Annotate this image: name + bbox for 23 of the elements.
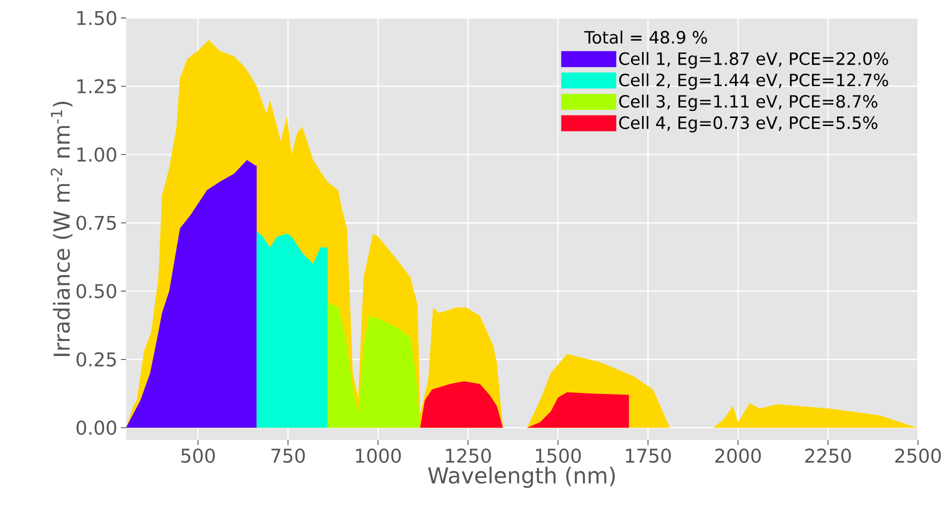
y-tick-label: 1.00 — [77, 147, 116, 162]
legend-title: Total = 48.9 % — [584, 30, 707, 44]
x-tick-label: 1500 — [536, 448, 581, 463]
legend-label: Cell 3, Eg=1.11 eV, PCE=8.7% — [619, 94, 878, 112]
x-tick-label: 2500 — [895, 448, 941, 463]
y-tick-label: 1.25 — [77, 79, 116, 94]
y-axis-title: Irradiance (W m$^{-2}$ nm$^{-1}$) — [50, 102, 72, 356]
x-tick-label: 2250 — [805, 448, 851, 463]
legend-label: Cell 2, Eg=1.44 eV, PCE=12.7% — [619, 73, 888, 90]
y-tick-label: 0.00 — [76, 420, 116, 435]
x-tick-label: 1000 — [356, 448, 401, 463]
legend-label: Cell 1, Eg=1.87 eV, PCE=22.0% — [619, 52, 888, 68]
y-tick-label: 0.25 — [76, 352, 116, 367]
legend-label: Cell 4, Eg=0.73 eV, PCE=5.5% — [619, 116, 878, 132]
y-tick-label: 1.50 — [77, 10, 116, 26]
x-tick-label: 750 — [271, 448, 305, 463]
x-tick-label: 1250 — [446, 448, 491, 463]
x-axis-title: Wavelength (nm) — [428, 466, 615, 488]
x-tick-label: 1750 — [626, 448, 671, 463]
x-tick-label: 500 — [181, 448, 215, 463]
y-tick-label: 0.75 — [76, 216, 116, 230]
y-tick-label: 0.50 — [76, 284, 116, 298]
x-tick-label: 2000 — [715, 448, 761, 463]
